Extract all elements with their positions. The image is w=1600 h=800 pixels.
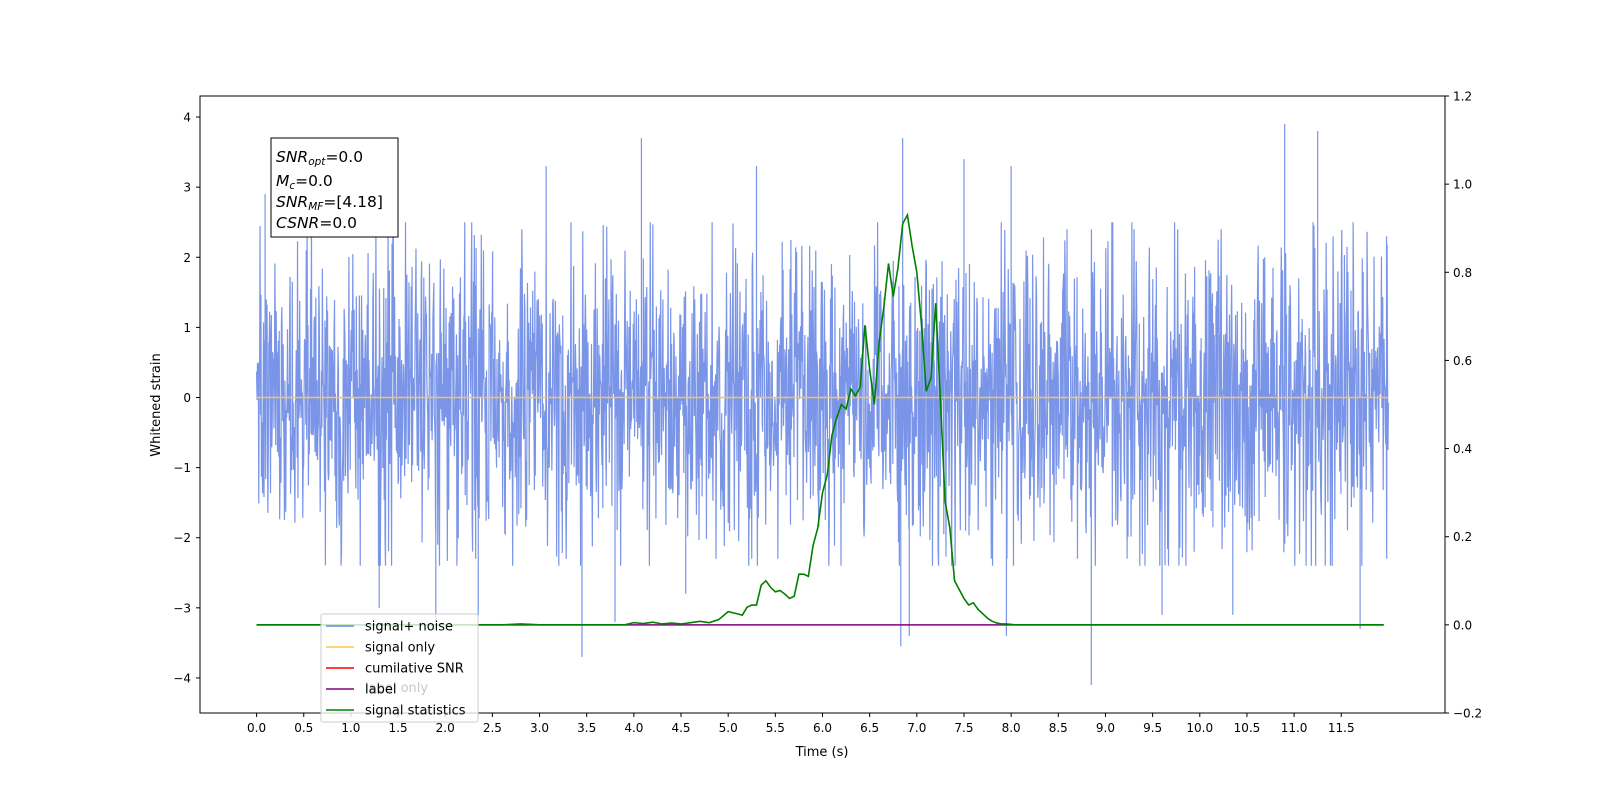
x-tick-label: 7.0 (907, 721, 926, 735)
y2-tick-label: 1.0 (1453, 178, 1472, 192)
y2-axis-ticks: −0.2 0.0 0.2 0.4 0.6 0.8 1.0 1.2 (1445, 90, 1482, 721)
x-tick-label: 11.5 (1328, 721, 1355, 735)
legend-label: signal only (365, 641, 435, 656)
x-tick-label: 6.5 (860, 721, 879, 735)
annotation-snr-mf: SNRMF=[4.18] (276, 193, 383, 213)
x-axis-label: Time (s) (795, 745, 849, 760)
annotation-snr-opt: SNRopt=0.0 (276, 148, 363, 168)
x-tick-label: 8.0 (1002, 721, 1021, 735)
x-tick-label: 5.5 (766, 721, 785, 735)
legend-label: signal+ noise (365, 620, 453, 635)
annotation-mc: Mc=0.0 (276, 172, 333, 192)
y2-tick-label: 0.8 (1453, 266, 1472, 280)
signal-noise-series (255, 124, 1390, 685)
x-tick-label: 4.0 (624, 721, 643, 735)
y2-tick-label: −0.2 (1453, 707, 1482, 721)
y-axis-label: Whitened strain (149, 353, 164, 456)
x-tick-label: 9.5 (1143, 721, 1162, 735)
x-tick-label: 11.0 (1281, 721, 1308, 735)
y-tick-label: 3 (183, 181, 191, 195)
legend-label: signal statistics (365, 704, 466, 719)
x-tick-label: 2.0 (436, 721, 455, 735)
x-tick-label: 8.5 (1049, 721, 1068, 735)
legend-overlap-text: label only (365, 681, 428, 696)
legend-frame (320, 613, 479, 723)
legend-label: label (365, 683, 396, 698)
series-line-4 (256, 212, 1384, 626)
x-tick-label: 6.0 (813, 721, 832, 735)
signal-noise-line (255, 124, 1390, 685)
x-tick-label: 9.0 (1096, 721, 1115, 735)
legend-label: cumilative SNR (365, 662, 464, 677)
y-tick-label: −2 (173, 531, 191, 545)
x-tick-label: 4.5 (671, 721, 690, 735)
y-tick-label: −3 (173, 601, 191, 615)
x-tick-label: 5.0 (719, 721, 738, 735)
y-tick-label: 2 (183, 251, 191, 265)
y2-tick-label: 0.0 (1453, 618, 1472, 632)
x-tick-label: 3.0 (530, 721, 549, 735)
annotation-csnr: CSNR=0.0 (276, 214, 357, 232)
y-tick-label: −4 (173, 671, 191, 685)
x-tick-label: 3.5 (577, 721, 596, 735)
x-tick-label: 7.5 (954, 721, 973, 735)
y2-tick-label: 1.2 (1453, 90, 1472, 104)
x-axis-ticks: 0.0 0.5 1.0 1.5 2.0 2.5 3.0 3.5 4.0 4.5 5.0 5.5 6.0 6… (247, 713, 1355, 735)
y-tick-label: 0 (183, 391, 191, 405)
legend: label only signal+ noise signal only cumil… (320, 613, 479, 723)
y-tick-label: −1 (173, 461, 191, 475)
x-tick-label: 10.5 (1234, 721, 1261, 735)
y2-tick-label: 0.6 (1453, 354, 1472, 368)
x-tick-label: 1.5 (389, 721, 408, 735)
y2-tick-label: 0.4 (1453, 442, 1472, 456)
y-tick-label: 1 (183, 321, 191, 335)
stats-annotation-box: SNRopt=0.0 Mc=0.0 SNRMF=[4.18] CSNR=0.0 (270, 137, 399, 238)
x-tick-label: 10.0 (1186, 721, 1213, 735)
x-tick-label: 2.5 (483, 721, 502, 735)
x-tick-label: 0.0 (247, 721, 266, 735)
y-axis-ticks: −4 −3 −2 −1 0 1 2 3 4 (173, 111, 200, 685)
annotation-frame (270, 137, 399, 238)
x-tick-label: 1.0 (341, 721, 360, 735)
x-tick-label: 0.5 (294, 721, 313, 735)
y2-tick-label: 0.2 (1453, 530, 1472, 544)
y-tick-label: 4 (183, 111, 191, 125)
